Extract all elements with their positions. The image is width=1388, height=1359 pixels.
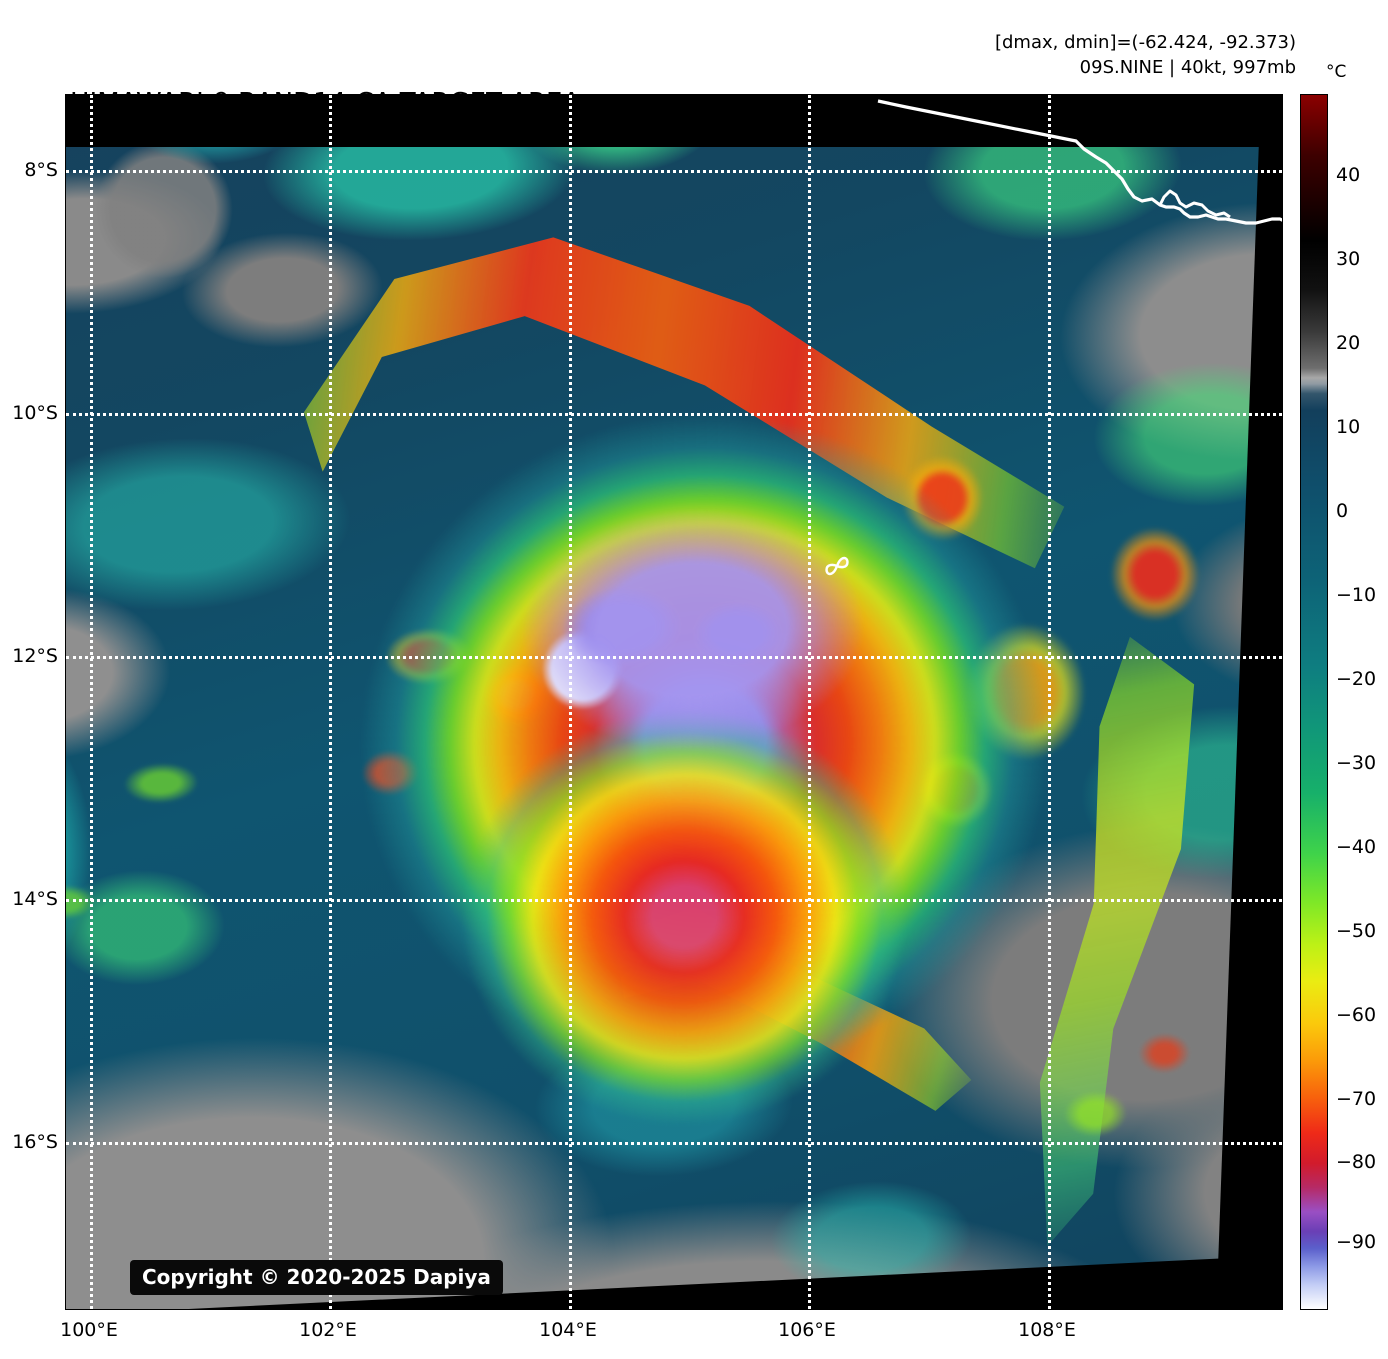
gridline-lon-100e	[90, 95, 93, 1309]
ytick-label-14s: 14°S	[12, 888, 58, 910]
storm-info-label: 09S.NINE | 40kt, 997mb	[1079, 57, 1296, 78]
colorbar-unit-label: °C	[1326, 62, 1347, 82]
gridline-lon-106e	[808, 95, 811, 1309]
xtick-label-102e: 102°E	[299, 1319, 357, 1341]
cbar-tick-m30: −30	[1336, 752, 1377, 774]
ytick-label-10s: 10°S	[12, 402, 58, 424]
cbar-tick-m90: −90	[1336, 1231, 1377, 1253]
gridline-lon-108e	[1048, 95, 1051, 1309]
latlon-grid	[66, 95, 1282, 1309]
temperature-colorbar	[1300, 94, 1328, 1310]
tropical-cyclone-marker-icon	[825, 556, 849, 576]
coastline-inlet-path	[1158, 189, 1231, 219]
xtick-label-100e: 100°E	[60, 1319, 118, 1341]
gridline-lat-14s	[66, 899, 1282, 902]
coastline-path	[877, 99, 1282, 225]
cbar-tick-0: 0	[1336, 500, 1349, 522]
cbar-tick-m50: −50	[1336, 920, 1377, 942]
ytick-label-16s: 16°S	[12, 1131, 58, 1153]
ytick-label-8s: 8°S	[24, 159, 58, 181]
cbar-tick-40: 40	[1336, 164, 1361, 186]
cbar-tick-30: 30	[1336, 248, 1361, 270]
gridline-lat-10s	[66, 413, 1282, 416]
xtick-label-106e: 106°E	[778, 1319, 836, 1341]
cbar-tick-m60: −60	[1336, 1004, 1377, 1026]
cbar-tick-m70: −70	[1336, 1088, 1377, 1110]
xtick-label-104e: 104°E	[539, 1319, 597, 1341]
cbar-tick-m80: −80	[1336, 1151, 1377, 1173]
coastline-overlay	[877, 99, 1282, 225]
satellite-image-plot: Copyright © 2020-2025 Dapiya	[65, 94, 1283, 1310]
cbar-tick-m10: −10	[1336, 584, 1377, 606]
xtick-label-108e: 108°E	[1018, 1319, 1076, 1341]
gridline-lat-8s	[66, 170, 1282, 173]
cbar-tick-10: 10	[1336, 416, 1361, 438]
gridline-lat-16s	[66, 1142, 1282, 1145]
nodata-wedge-topleft	[66, 95, 902, 141]
gridline-lat-12s	[66, 656, 1282, 659]
cbar-tick-20: 20	[1336, 332, 1361, 354]
gridline-lon-104e	[569, 95, 572, 1309]
header-metadata: [dmax, dmin]=(-62.424, -92.373) 09S.NINE…	[995, 30, 1296, 80]
gridline-lon-102e	[329, 95, 332, 1309]
cbar-tick-m40: −40	[1336, 836, 1377, 858]
dmax-dmin-label: [dmax, dmin]=(-62.424, -92.373)	[994, 32, 1296, 53]
cbar-tick-m20: −20	[1336, 668, 1377, 690]
copyright-badge: Copyright © 2020-2025 Dapiya	[130, 1260, 503, 1295]
ytick-label-12s: 12°S	[12, 645, 58, 667]
